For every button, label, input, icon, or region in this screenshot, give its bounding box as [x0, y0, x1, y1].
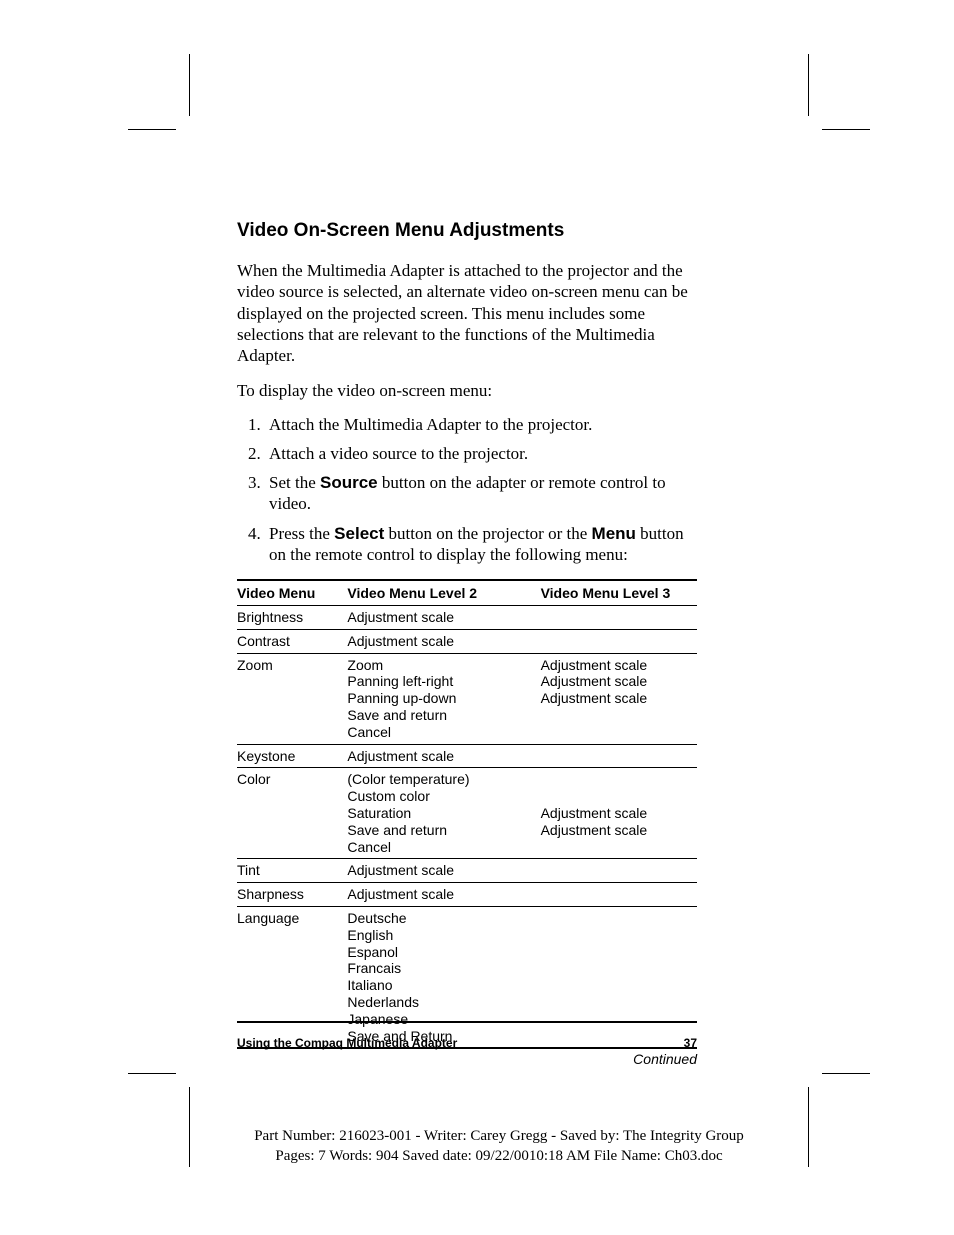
- cell-level3: [541, 629, 697, 653]
- cell-level2: (Color temperature) Custom color Saturat…: [347, 768, 540, 859]
- metadata-line-2: Pages: 7 Words: 904 Saved date: 09/22/00…: [189, 1147, 809, 1167]
- cell-level2: Adjustment scale: [347, 859, 540, 883]
- intro-paragraph: When the Multimedia Adapter is attached …: [237, 260, 697, 366]
- cell-menu: Sharpness: [237, 883, 347, 907]
- step-4-mid: button on the projector or the: [384, 524, 591, 543]
- continued-label: Continued: [237, 1051, 697, 1067]
- cell-level3: [541, 883, 697, 907]
- lead-in-text: To display the video on-screen menu:: [237, 380, 697, 401]
- table-header-row: Video Menu Video Menu Level 2 Video Menu…: [237, 580, 697, 606]
- cell-level2: Adjustment scale: [347, 883, 540, 907]
- cell-level2: Adjustment scale: [347, 629, 540, 653]
- step-4: Press the Select button on the projector…: [265, 523, 697, 566]
- cell-menu: Contrast: [237, 629, 347, 653]
- cell-level2: Zoom Panning left-right Panning up-down …: [347, 653, 540, 744]
- cell-level2: Adjustment scale: [347, 744, 540, 768]
- footer-title: Using the Compaq Multimedia Adapter: [237, 1036, 457, 1050]
- crop-mark: [822, 129, 870, 130]
- section-heading: Video On-Screen Menu Adjustments: [237, 220, 697, 242]
- select-button-label: Select: [334, 524, 384, 543]
- cell-menu: Tint: [237, 859, 347, 883]
- cell-level2: Adjustment scale: [347, 606, 540, 630]
- cell-level3: Adjustment scale Adjustment scale Adjust…: [541, 653, 697, 744]
- cell-menu: Brightness: [237, 606, 347, 630]
- header-level-2: Video Menu Level 2: [347, 580, 540, 606]
- cell-level2: Deutsche English Espanol Francais Italia…: [347, 906, 540, 1048]
- source-button-label: Source: [320, 473, 378, 492]
- step-1: Attach the Multimedia Adapter to the pro…: [265, 414, 697, 435]
- crop-mark: [128, 1073, 176, 1074]
- step-3: Set the Source button on the adapter or …: [265, 472, 697, 515]
- cell-menu: Keystone: [237, 744, 347, 768]
- table-row: Zoom Zoom Panning left-right Panning up-…: [237, 653, 697, 744]
- page-number: 37: [684, 1036, 697, 1050]
- step-3-pre: Set the: [269, 473, 320, 492]
- menu-button-label: Menu: [592, 524, 636, 543]
- cell-menu: Color: [237, 768, 347, 859]
- cell-level3: [541, 606, 697, 630]
- table-row: Brightness Adjustment scale: [237, 606, 697, 630]
- page-content: Video On-Screen Menu Adjustments When th…: [237, 220, 697, 1067]
- header-video-menu: Video Menu: [237, 580, 347, 606]
- crop-mark: [822, 1073, 870, 1074]
- step-2: Attach a video source to the projector.: [265, 443, 697, 464]
- page-footer: Using the Compaq Multimedia Adapter 37: [237, 1036, 697, 1050]
- step-4-pre: Press the: [269, 524, 334, 543]
- header-level-3: Video Menu Level 3: [541, 580, 697, 606]
- cell-level3: [541, 744, 697, 768]
- cell-menu: Language: [237, 906, 347, 1048]
- metadata-line-1: Part Number: 216023-001 - Writer: Carey …: [189, 1127, 809, 1147]
- cell-level3: Adjustment scale Adjustment scale: [541, 768, 697, 859]
- table-row: Language Deutsche English Espanol Franca…: [237, 906, 697, 1048]
- crop-mark: [808, 54, 809, 116]
- table-row: Color (Color temperature) Custom color S…: [237, 768, 697, 859]
- table-row: Tint Adjustment scale: [237, 859, 697, 883]
- crop-mark: [189, 54, 190, 116]
- footer-rule: [237, 1021, 697, 1023]
- cell-menu: Zoom: [237, 653, 347, 744]
- table-row: Keystone Adjustment scale: [237, 744, 697, 768]
- table-row: Contrast Adjustment scale: [237, 629, 697, 653]
- document-metadata: Part Number: 216023-001 - Writer: Carey …: [189, 1127, 809, 1166]
- crop-mark: [128, 129, 176, 130]
- cell-level3: [541, 906, 697, 1048]
- video-menu-table: Video Menu Video Menu Level 2 Video Menu…: [237, 579, 697, 1049]
- table-row: Sharpness Adjustment scale: [237, 883, 697, 907]
- steps-list: Attach the Multimedia Adapter to the pro…: [237, 414, 697, 566]
- cell-level3: [541, 859, 697, 883]
